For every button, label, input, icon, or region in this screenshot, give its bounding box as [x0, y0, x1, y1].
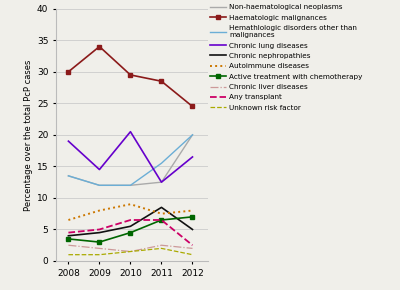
- Autoimmune diseases: [128, 202, 133, 206]
- Haematologic malignances: [128, 73, 133, 77]
- Autoimmune diseases: [190, 209, 195, 212]
- Non-haematological neoplasms: [97, 184, 102, 187]
- Legend: Non-haematological neoplasms, Haematologic malignances, Hemathlologic disorders : Non-haematological neoplasms, Haematolog…: [210, 4, 363, 112]
- Chronic lung diseases: [159, 180, 164, 184]
- Chronic liver diseases: [97, 246, 102, 250]
- Chronic liver diseases: [128, 250, 133, 253]
- Line: Autoimmune diseases: Autoimmune diseases: [68, 204, 192, 220]
- Chronic nephropathies: [128, 224, 133, 228]
- Line: Unknown risk factor: Unknown risk factor: [68, 248, 192, 255]
- Hemathlologic disorders other than
malignances: [190, 133, 195, 137]
- Line: Non-haematological neoplasms: Non-haematological neoplasms: [68, 135, 192, 185]
- Non-haematological neoplasms: [66, 174, 71, 177]
- Any transplant: [190, 244, 195, 247]
- Chronic liver diseases: [159, 244, 164, 247]
- Chronic nephropathies: [66, 234, 71, 238]
- Chronic lung diseases: [66, 139, 71, 143]
- Haematologic malignances: [66, 70, 71, 73]
- Active treatment with chemotherapy: [128, 231, 133, 234]
- Unknown risk factor: [97, 253, 102, 256]
- Chronic nephropathies: [190, 228, 195, 231]
- Active treatment with chemotherapy: [190, 215, 195, 219]
- Any transplant: [159, 218, 164, 222]
- Chronic lung diseases: [190, 155, 195, 159]
- Hemathlologic disorders other than
malignances: [128, 184, 133, 187]
- Chronic lung diseases: [97, 168, 102, 171]
- Haematologic malignances: [190, 105, 195, 108]
- Any transplant: [97, 228, 102, 231]
- Active treatment with chemotherapy: [97, 240, 102, 244]
- Chronic nephropathies: [97, 231, 102, 234]
- Non-haematological neoplasms: [159, 180, 164, 184]
- Y-axis label: Percentage over the total PcP cases: Percentage over the total PcP cases: [24, 59, 33, 211]
- Line: Haematologic malignances: Haematologic malignances: [66, 44, 194, 108]
- Non-haematological neoplasms: [190, 133, 195, 137]
- Chronic nephropathies: [159, 206, 164, 209]
- Chronic liver diseases: [66, 244, 71, 247]
- Line: Hemathlologic disorders other than
malignances: Hemathlologic disorders other than malig…: [68, 135, 192, 185]
- Chronic liver diseases: [190, 246, 195, 250]
- Haematologic malignances: [159, 79, 164, 83]
- Unknown risk factor: [66, 253, 71, 256]
- Hemathlologic disorders other than
malignances: [97, 184, 102, 187]
- Line: Any transplant: Any transplant: [68, 220, 192, 245]
- Autoimmune diseases: [97, 209, 102, 212]
- Line: Chronic liver diseases: Chronic liver diseases: [68, 245, 192, 251]
- Hemathlologic disorders other than
malignances: [66, 174, 71, 177]
- Unknown risk factor: [190, 253, 195, 256]
- Unknown risk factor: [159, 246, 164, 250]
- Autoimmune diseases: [159, 212, 164, 215]
- Any transplant: [66, 231, 71, 234]
- Chronic lung diseases: [128, 130, 133, 133]
- Unknown risk factor: [128, 250, 133, 253]
- Line: Chronic nephropathies: Chronic nephropathies: [68, 207, 192, 236]
- Active treatment with chemotherapy: [66, 237, 71, 241]
- Line: Active treatment with chemotherapy: Active treatment with chemotherapy: [66, 215, 194, 244]
- Any transplant: [128, 218, 133, 222]
- Haematologic malignances: [97, 45, 102, 48]
- Non-haematological neoplasms: [128, 184, 133, 187]
- Active treatment with chemotherapy: [159, 218, 164, 222]
- Line: Chronic lung diseases: Chronic lung diseases: [68, 132, 192, 182]
- Hemathlologic disorders other than
malignances: [159, 162, 164, 165]
- Autoimmune diseases: [66, 218, 71, 222]
